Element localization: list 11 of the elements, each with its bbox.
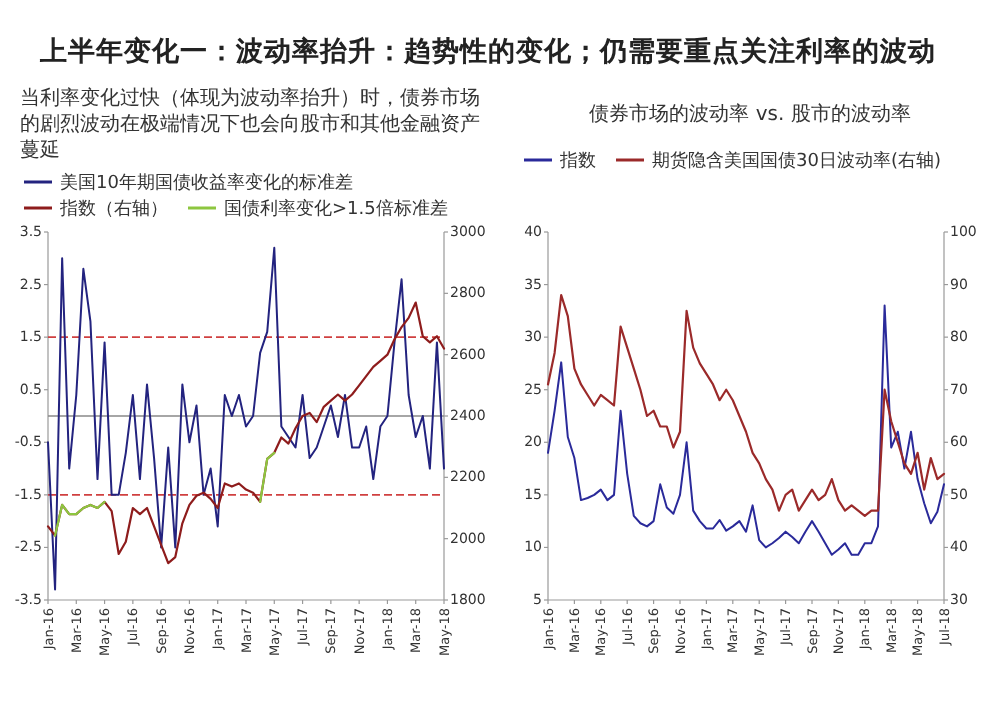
legend-label: 指数 [558,150,596,173]
legend-label: 国债利率变化>1.5倍标准差 [224,198,448,221]
line-series [547,304,945,556]
line-series [47,246,445,591]
legend-label: 指数（右轴） [58,198,168,221]
chart-title: 上半年变化一：波动率抬升：趋势性的变化；仍需要重点关注利率的波动 [38,34,936,68]
legend-label: 期货隐含美国国债30日波动率(右轴) [652,150,941,173]
chart-title: 债券市场的波动率 vs. 股市的波动率 [589,102,911,126]
line-series [546,293,946,517]
legend-label: 美国10年期国债收益率变化的标准差 [60,172,353,195]
chart-subtitle: 当利率变化过快（体现为波动率抬升）时，债券市场的剧烈波动在极端情况下也会向股市和其他金融资产蔓延 [20,86,480,162]
